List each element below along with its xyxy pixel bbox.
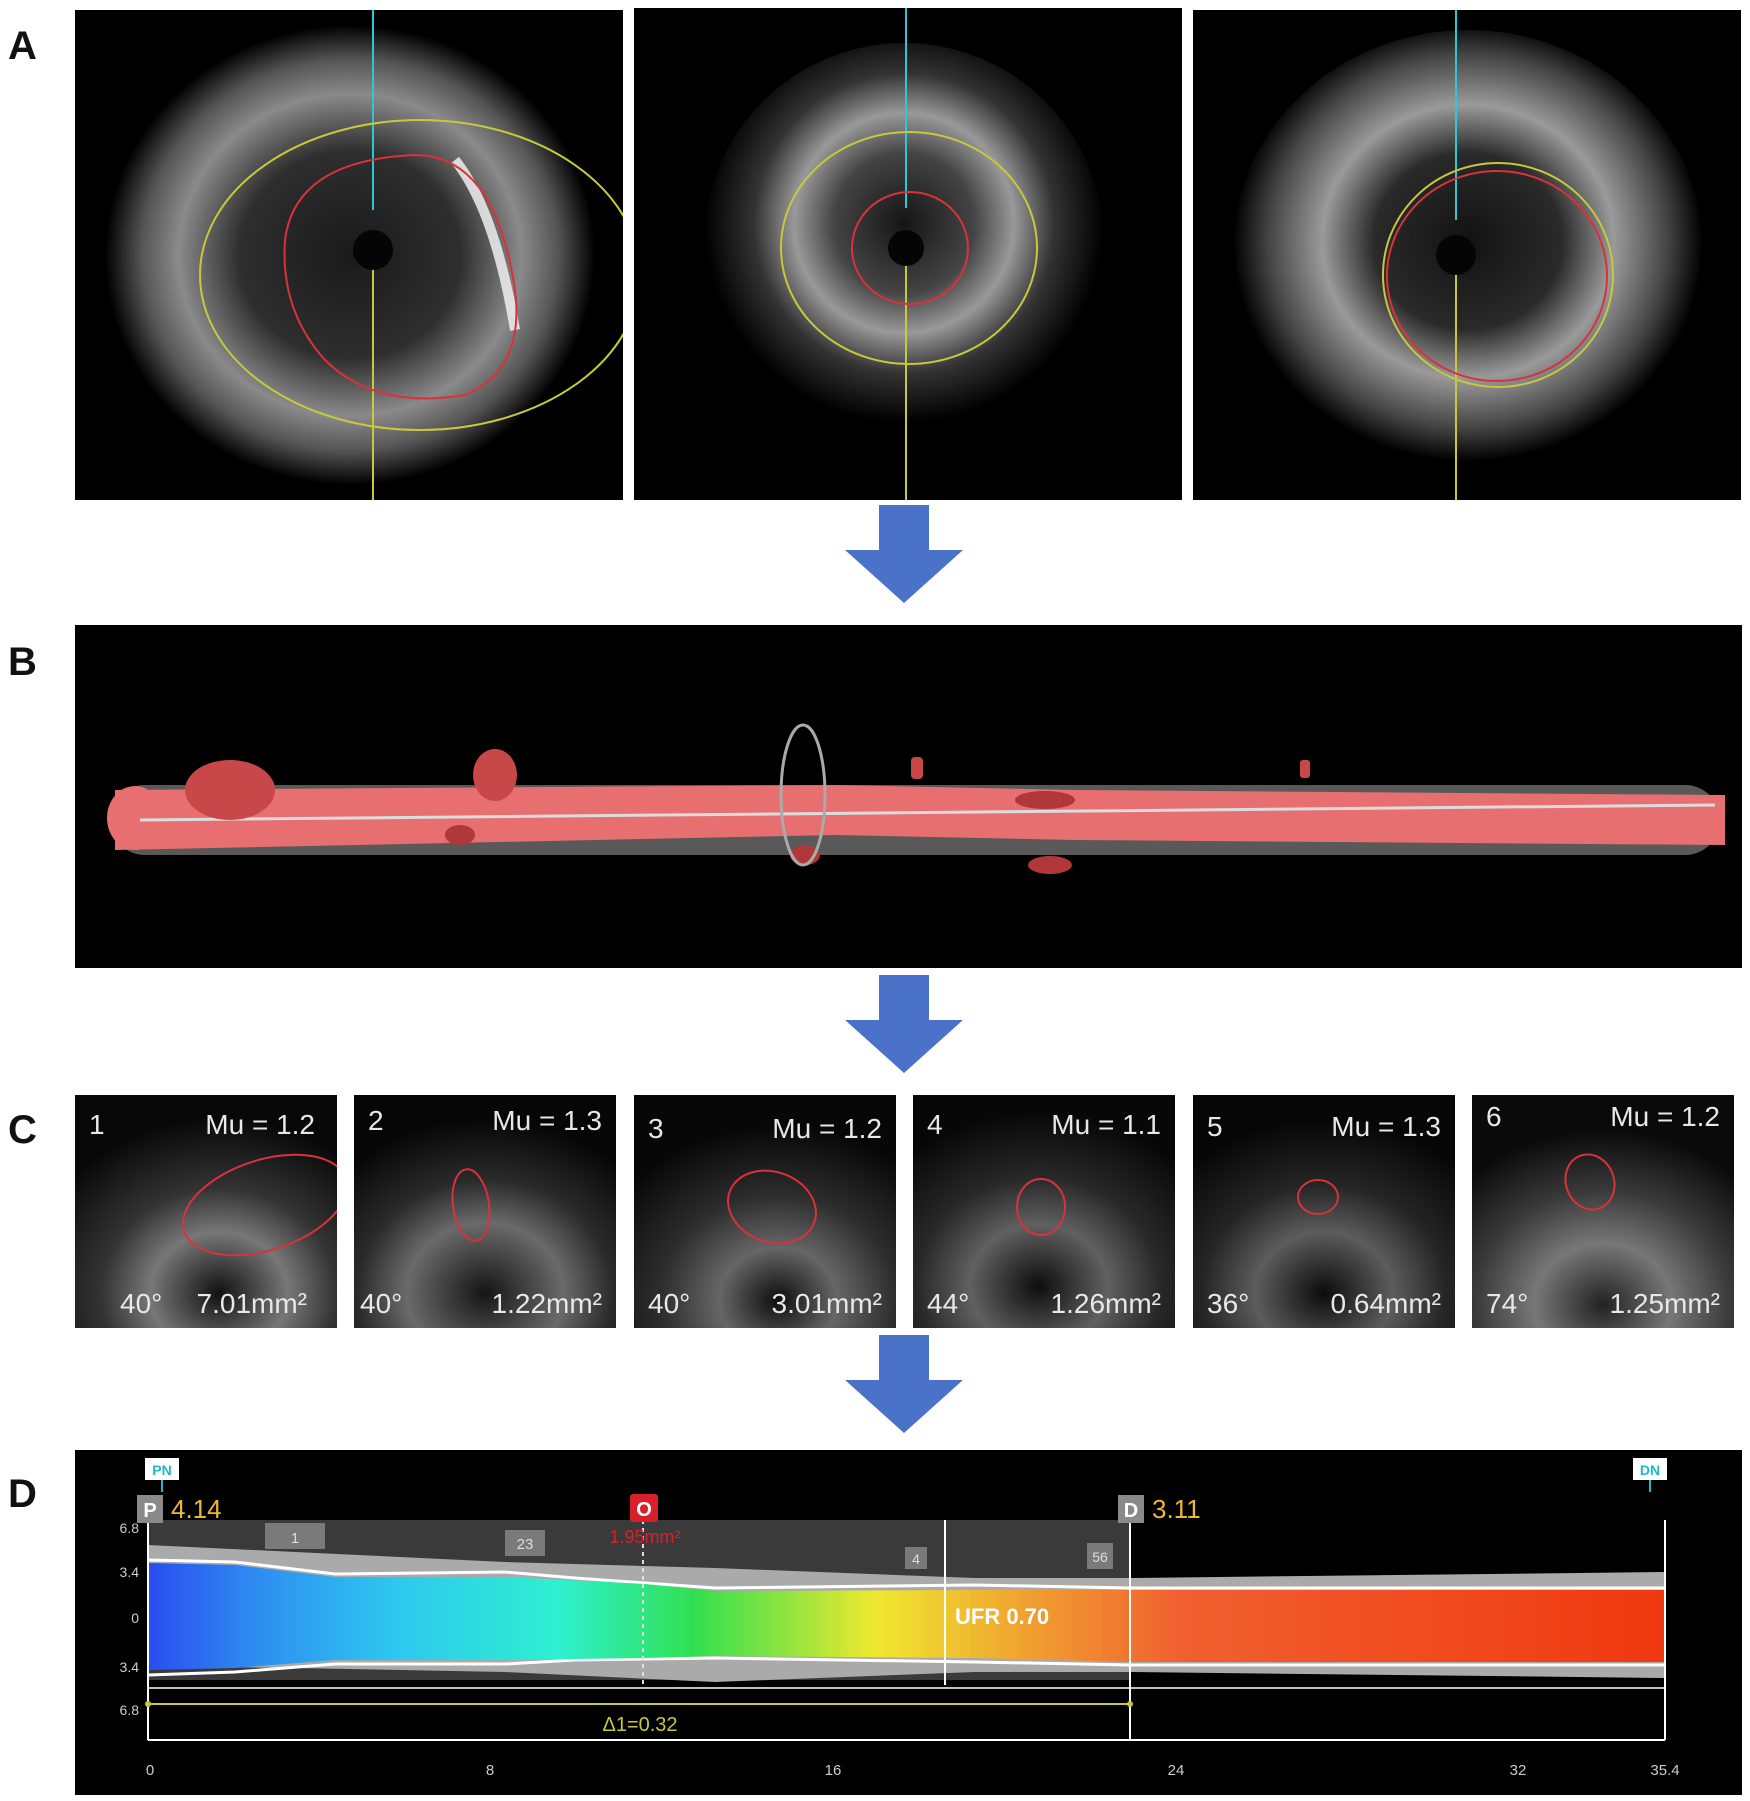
panel-label-b: B [8, 640, 37, 684]
distal-marker: D [1124, 1500, 1138, 1522]
lesion-area: 1.22mm² [491, 1288, 602, 1319]
down-arrow-icon [845, 1335, 963, 1433]
x-tick-label: 35.4 [1650, 1762, 1679, 1779]
dn-marker: DN [1640, 1462, 1660, 1478]
lesion-number: 6 [1486, 1101, 1502, 1132]
ufr-value-label: UFR 0.70 [955, 1604, 1049, 1629]
lesion-angle: 74° [1486, 1288, 1529, 1319]
segment-tag: 23 [517, 1536, 534, 1553]
x-tick-label: 0 [146, 1762, 154, 1779]
x-tick-label: 32 [1510, 1762, 1527, 1779]
proximal-value: 4.14 [171, 1494, 222, 1524]
lesion-thumbnail-1: 1 Mu = 1.2 40° 7.01mm² [75, 1095, 337, 1328]
x-tick-label: 24 [1168, 1762, 1185, 1779]
lesion-thumbnail-3: 3 Mu = 1.2 40° 3.01mm² [634, 1095, 896, 1328]
proximal-marker: P [143, 1500, 156, 1522]
x-tick-label: 8 [486, 1762, 494, 1779]
lesion-area: 1.26mm² [1050, 1288, 1161, 1319]
lesion-area: 3.01mm² [771, 1288, 882, 1319]
ivus-frame-1 [75, 10, 623, 500]
lesion-thumbnail-6: 6 Mu = 1.2 74° 1.25mm² [1472, 1095, 1734, 1328]
lesion-angle: 36° [1207, 1288, 1250, 1319]
lesion-mu-value: Mu = 1.2 [1610, 1101, 1720, 1132]
lesion-angle: 44° [927, 1288, 970, 1319]
ufr-profile-svg: 1 23 4 56 PN DN P 4.14 D 3.11 O 1.95mm² … [120, 1458, 1680, 1779]
lesion-number: 2 [368, 1105, 384, 1136]
lesion-angle: 40° [120, 1288, 163, 1319]
vessel-3d-reconstruction [75, 625, 1742, 968]
lesion-mu-value: Mu = 1.3 [492, 1105, 602, 1136]
lesion-angle: 40° [648, 1288, 691, 1319]
down-arrow-icon [845, 505, 963, 603]
lesion-number: 1 [89, 1109, 105, 1140]
lesion-mu-value: Mu = 1.3 [1331, 1111, 1441, 1142]
y-tick-label: 3.4 [120, 1659, 140, 1675]
ivus-frame-2 [634, 8, 1182, 500]
lesion-area: 1.25mm² [1609, 1288, 1720, 1319]
y-tick-label: 3.4 [120, 1564, 140, 1580]
lesion-thumbnail-4: 4 Mu = 1.1 44° 1.26mm² [913, 1095, 1175, 1328]
segment-tag: 4 [912, 1551, 920, 1567]
lesion-number: 5 [1207, 1111, 1223, 1142]
y-tick-label: 6.8 [120, 1702, 140, 1718]
panel-label-a: A [8, 24, 37, 68]
mla-value: 1.95mm² [609, 1527, 680, 1547]
distal-value: 3.11 [1152, 1494, 1201, 1524]
x-tick-label: 16 [825, 1762, 842, 1779]
segment-tag: 56 [1092, 1549, 1108, 1565]
segment-tag: 1 [291, 1530, 299, 1547]
ivus-frame-3 [1193, 10, 1741, 500]
lesion-number: 4 [927, 1109, 943, 1140]
panel-label-d: D [8, 1472, 37, 1516]
lesion-number: 3 [648, 1113, 664, 1144]
lesion-mu-value: Mu = 1.1 [1051, 1109, 1161, 1140]
lesion-thumbnail-5: 5 Mu = 1.3 36° 0.64mm² [1193, 1095, 1455, 1328]
lesion-thumbnail-2: 2 Mu = 1.3 40° 1.22mm² [354, 1095, 616, 1328]
lesion-angle: 40° [360, 1288, 403, 1319]
panel-label-c: C [8, 1108, 37, 1152]
y-tick-label: 6.8 [120, 1520, 140, 1536]
down-arrow-icon [845, 975, 963, 1073]
lesion-area: 7.01mm² [196, 1288, 307, 1319]
lesion-mu-value: Mu = 1.2 [772, 1113, 882, 1144]
lesion-area: 0.64mm² [1330, 1288, 1441, 1319]
y-tick-label: 0 [131, 1610, 139, 1626]
ufr-profile-panel: 1 23 4 56 PN DN P 4.14 D 3.11 O 1.95mm² … [75, 1450, 1742, 1795]
mla-marker: O [636, 1499, 652, 1521]
lesion-mu-value: Mu = 1.2 [205, 1109, 315, 1140]
pn-marker: PN [152, 1462, 171, 1478]
delta-label: Δ1=0.32 [602, 1714, 677, 1736]
